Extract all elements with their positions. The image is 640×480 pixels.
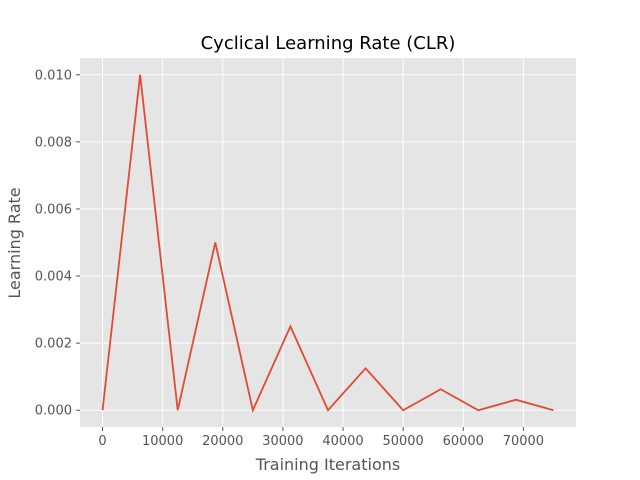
x-tick-label: 40000 [322, 434, 363, 449]
plot-area [80, 58, 576, 427]
y-axis-label: Learning Rate [5, 187, 24, 298]
x-tick-label: 30000 [262, 434, 303, 449]
x-tick-label: 70000 [503, 434, 544, 449]
x-tick-label: 60000 [443, 434, 484, 449]
y-tick-label: 0.004 [35, 270, 72, 285]
y-tick-label: 0.008 [35, 135, 72, 150]
x-ticks: 0 10000 20000 30000 40000 50000 60000 70000 [98, 427, 544, 449]
x-tick-label: 10000 [142, 434, 183, 449]
x-tick-label: 50000 [382, 434, 423, 449]
y-tick-label: 0.006 [35, 202, 72, 217]
x-tick-label: 20000 [202, 434, 243, 449]
chart-title: Cyclical Learning Rate (CLR) [201, 33, 456, 54]
y-tick-label: 0.000 [35, 404, 72, 419]
x-tick-label: 0 [98, 434, 106, 449]
y-ticks: 0.000 0.002 0.004 0.006 0.008 0.010 [35, 68, 80, 418]
y-tick-label: 0.010 [35, 68, 72, 83]
x-axis-label: Training Iterations [255, 455, 400, 474]
y-tick-label: 0.002 [35, 337, 72, 352]
